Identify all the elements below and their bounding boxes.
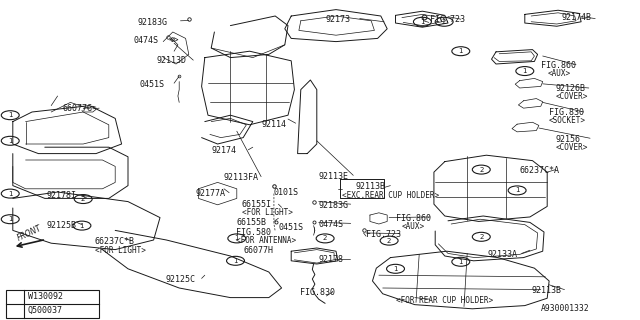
Text: <AUX>: <AUX> <box>547 69 570 78</box>
Text: 1: 1 <box>8 112 13 118</box>
Text: 1: 1 <box>8 138 13 144</box>
Text: 2: 2 <box>81 196 85 202</box>
Text: 66077G: 66077G <box>63 104 93 113</box>
Text: 92177A: 92177A <box>195 189 225 198</box>
Text: 1: 1 <box>458 48 463 54</box>
Text: 1: 1 <box>515 188 520 193</box>
Text: 92113B: 92113B <box>355 182 385 191</box>
Text: <SOCKET>: <SOCKET> <box>549 116 586 125</box>
Text: FIG.723: FIG.723 <box>430 15 465 24</box>
Text: 66155I: 66155I <box>242 200 272 209</box>
Text: 92113B: 92113B <box>531 286 561 295</box>
Text: <COVER>: <COVER> <box>556 143 588 152</box>
Bar <box>6 290 99 318</box>
Text: 2: 2 <box>442 19 446 25</box>
Text: Q500037: Q500037 <box>28 306 63 315</box>
Text: FIG.860: FIG.860 <box>396 214 431 223</box>
Text: 66237C*A: 66237C*A <box>520 166 560 175</box>
Text: 1: 1 <box>234 236 239 241</box>
Text: 92114: 92114 <box>261 120 286 129</box>
Text: <FOR LIGHT>: <FOR LIGHT> <box>242 208 292 217</box>
Text: 92133A: 92133A <box>488 250 518 259</box>
Text: 1: 1 <box>233 258 238 264</box>
Text: 66155B: 66155B <box>237 218 267 227</box>
Text: 92173: 92173 <box>325 15 350 24</box>
Text: 92178I: 92178I <box>47 191 77 200</box>
Text: A930001332: A930001332 <box>541 304 589 313</box>
Text: 1: 1 <box>8 216 13 222</box>
Text: 1: 1 <box>522 68 527 74</box>
Text: W130092: W130092 <box>28 292 63 301</box>
Text: 92156: 92156 <box>556 135 580 144</box>
Text: 0101S: 0101S <box>274 188 299 197</box>
Text: 1: 1 <box>8 191 13 196</box>
Text: FIG.830: FIG.830 <box>549 108 584 117</box>
Text: 66077H: 66077H <box>243 246 273 255</box>
Text: 1: 1 <box>393 266 398 272</box>
Text: 92113E: 92113E <box>319 172 349 181</box>
Text: FIG.580: FIG.580 <box>236 228 271 237</box>
Text: FIG.860: FIG.860 <box>541 61 576 70</box>
Text: 92174B: 92174B <box>562 13 592 22</box>
Text: FRONT: FRONT <box>16 224 43 243</box>
Text: 92125B: 92125B <box>47 221 77 230</box>
Text: 0474S: 0474S <box>133 36 158 45</box>
Text: 1: 1 <box>458 259 463 265</box>
Text: <FOR ANTENNA>: <FOR ANTENNA> <box>236 236 296 245</box>
Text: FIG.830: FIG.830 <box>300 288 335 297</box>
Text: <AUX>: <AUX> <box>402 222 425 231</box>
Text: FIG.723: FIG.723 <box>366 230 401 239</box>
Text: <FOR LIGHT>: <FOR LIGHT> <box>95 246 145 255</box>
Text: 0451S: 0451S <box>140 80 164 89</box>
Text: 0451S: 0451S <box>278 223 303 232</box>
Text: 92174: 92174 <box>211 146 236 155</box>
Text: 1: 1 <box>79 223 84 228</box>
Text: 92125C: 92125C <box>165 275 195 284</box>
Text: <EXC.REAR CUP HOLDER>: <EXC.REAR CUP HOLDER> <box>342 191 440 200</box>
Text: <FOR REAR CUP HOLDER>: <FOR REAR CUP HOLDER> <box>396 296 493 305</box>
Text: 2: 2 <box>323 236 327 241</box>
Text: 92183G: 92183G <box>138 18 168 27</box>
Text: 2: 2 <box>13 308 17 314</box>
Text: 2: 2 <box>387 238 391 244</box>
Text: 66237C*B: 66237C*B <box>95 237 135 246</box>
Text: 92126B: 92126B <box>556 84 586 93</box>
Text: 92113D: 92113D <box>157 56 187 65</box>
Text: 92178: 92178 <box>319 255 344 264</box>
Text: 0474S: 0474S <box>319 220 344 229</box>
Text: 1: 1 <box>420 19 425 25</box>
Text: 2: 2 <box>479 234 483 240</box>
Text: 1: 1 <box>13 294 18 300</box>
Text: <COVER>: <COVER> <box>556 92 588 101</box>
Text: 92183G: 92183G <box>319 201 349 210</box>
Text: 92113FA: 92113FA <box>224 173 259 182</box>
Text: 2: 2 <box>479 167 483 172</box>
